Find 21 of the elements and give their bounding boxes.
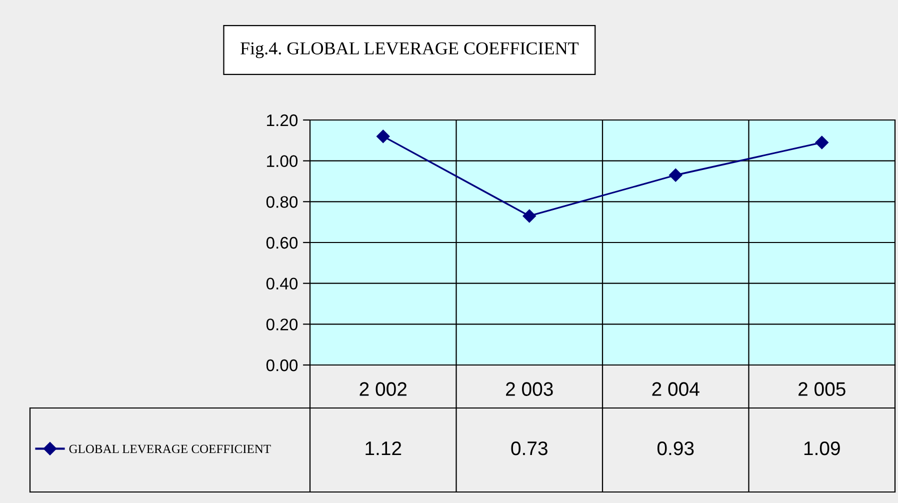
text: 1.20 [267, 114, 298, 126]
x-tick-label: 2 003 [506, 382, 553, 396]
text: 0.40 [266, 278, 298, 290]
point [376, 130, 390, 143]
point [669, 168, 682, 182]
legend-label: GLOBAL LEVERAGE COEFFICIENT [69, 444, 271, 454]
data-label: 0.73 [511, 441, 548, 456]
point [815, 136, 828, 150]
text: 0.20 [266, 318, 298, 330]
data-label: 0.93 [657, 441, 694, 456]
chart-title: Fig.4. GLOBAL LEVERAGE COEFFICIENT [240, 42, 579, 58]
data-label: 1.09 [804, 441, 840, 456]
x-tick-label: 2 005 [798, 382, 846, 396]
text: 0.00 [266, 359, 298, 372]
x-tick-label: 2 002 [360, 382, 406, 396]
text: 0.60 [266, 236, 298, 249]
x-tick-label: 2 004 [652, 382, 700, 396]
text: 0.80 [266, 196, 298, 208]
data-label: 1.12 [366, 441, 402, 456]
text: 1.00 [267, 155, 298, 168]
point [522, 209, 536, 223]
